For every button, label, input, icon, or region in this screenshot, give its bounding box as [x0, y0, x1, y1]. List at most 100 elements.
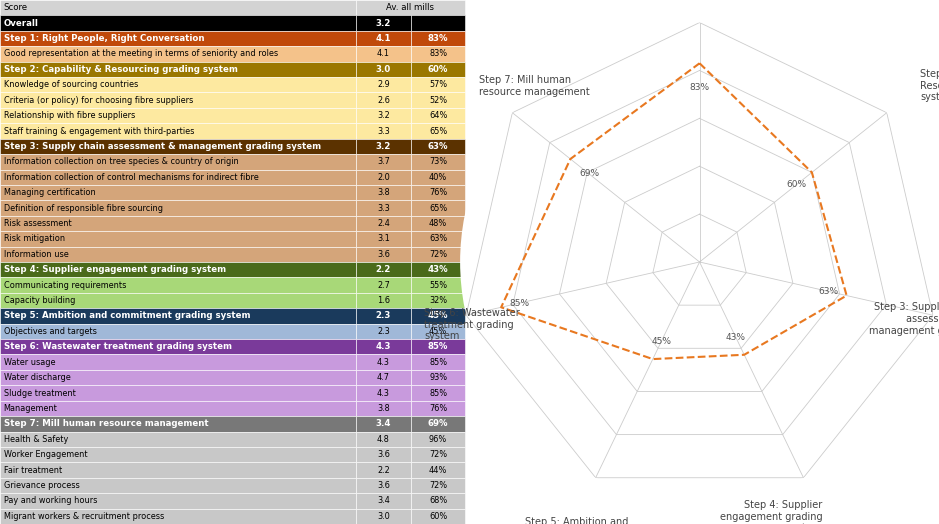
- Text: Water discharge: Water discharge: [4, 373, 70, 382]
- Bar: [0, 339, 356, 354]
- Text: 45%: 45%: [651, 337, 671, 346]
- Text: 73%: 73%: [429, 157, 447, 166]
- Bar: [411, 308, 465, 324]
- Bar: [411, 170, 465, 185]
- Bar: [356, 447, 411, 462]
- Text: 76%: 76%: [429, 404, 447, 413]
- Bar: [356, 416, 411, 432]
- Bar: [411, 154, 465, 170]
- Bar: [356, 0, 465, 15]
- Text: 85%: 85%: [429, 388, 447, 398]
- Bar: [0, 31, 356, 46]
- Text: Step 7: Mill human
resource management: Step 7: Mill human resource management: [479, 75, 590, 96]
- Text: 3.0: 3.0: [377, 512, 390, 521]
- Bar: [411, 92, 465, 108]
- Text: Risk mitigation: Risk mitigation: [4, 234, 65, 243]
- Text: 4.3: 4.3: [377, 388, 390, 398]
- Text: Sludge treatment: Sludge treatment: [4, 388, 76, 398]
- Bar: [0, 416, 356, 432]
- Bar: [411, 385, 465, 401]
- Bar: [0, 92, 356, 108]
- Bar: [0, 493, 356, 509]
- Text: Grievance process: Grievance process: [4, 481, 80, 490]
- Text: 43%: 43%: [726, 333, 746, 342]
- Bar: [411, 77, 465, 92]
- Text: 72%: 72%: [429, 450, 447, 459]
- Text: 96%: 96%: [429, 435, 447, 444]
- Bar: [411, 108, 465, 123]
- Text: Step 2: Capability &
Resourcing grading
system: Step 2: Capability & Resourcing grading …: [920, 69, 939, 102]
- Bar: [0, 216, 356, 231]
- Text: 32%: 32%: [429, 296, 447, 305]
- Bar: [0, 123, 356, 139]
- Bar: [0, 447, 356, 462]
- Text: Migrant workers & recruitment process: Migrant workers & recruitment process: [4, 512, 164, 521]
- Bar: [356, 308, 411, 324]
- Text: 72%: 72%: [429, 250, 447, 259]
- Bar: [411, 339, 465, 354]
- Bar: [411, 478, 465, 493]
- Bar: [0, 432, 356, 447]
- Text: Step 6: Wastewater treatment grading system: Step 6: Wastewater treatment grading sys…: [4, 342, 232, 351]
- Bar: [411, 277, 465, 293]
- Bar: [356, 62, 411, 77]
- Text: 45%: 45%: [429, 327, 447, 336]
- Bar: [0, 293, 356, 308]
- Bar: [356, 478, 411, 493]
- Text: 44%: 44%: [429, 465, 447, 475]
- Bar: [411, 31, 465, 46]
- Text: 3.0: 3.0: [376, 65, 391, 74]
- Text: Step 3: Supply chain
assessment &
management grading
system: Step 3: Supply chain assessment & manage…: [869, 302, 939, 347]
- Text: 4.8: 4.8: [377, 435, 390, 444]
- Bar: [356, 154, 411, 170]
- Text: Managing certification: Managing certification: [4, 188, 96, 197]
- Bar: [411, 509, 465, 524]
- Text: 2.3: 2.3: [376, 311, 392, 321]
- Text: 2.2: 2.2: [377, 465, 390, 475]
- Bar: [356, 231, 411, 247]
- Bar: [411, 401, 465, 416]
- Bar: [0, 200, 356, 216]
- Bar: [0, 247, 356, 262]
- Text: 64%: 64%: [429, 111, 447, 120]
- Text: Step 5: Ambition and commitment grading system: Step 5: Ambition and commitment grading …: [4, 311, 250, 321]
- Bar: [411, 123, 465, 139]
- Text: 45%: 45%: [428, 311, 448, 321]
- Text: 2.2: 2.2: [376, 265, 392, 274]
- Bar: [356, 247, 411, 262]
- Bar: [356, 324, 411, 339]
- Bar: [411, 416, 465, 432]
- Bar: [0, 154, 356, 170]
- Text: 3.7: 3.7: [377, 157, 390, 166]
- Bar: [0, 108, 356, 123]
- Bar: [411, 324, 465, 339]
- Bar: [0, 478, 356, 493]
- Text: Definition of responsible fibre sourcing: Definition of responsible fibre sourcing: [4, 203, 162, 213]
- Text: 69%: 69%: [579, 169, 599, 178]
- Bar: [0, 401, 356, 416]
- Text: 2.4: 2.4: [377, 219, 390, 228]
- Text: 3.2: 3.2: [377, 111, 390, 120]
- Bar: [0, 170, 356, 185]
- Bar: [411, 200, 465, 216]
- Text: 3.1: 3.1: [377, 234, 390, 243]
- Text: Communicating requirements: Communicating requirements: [4, 281, 126, 290]
- Text: 3.6: 3.6: [377, 450, 390, 459]
- Text: 3.8: 3.8: [377, 188, 390, 197]
- Text: Staff training & engagement with third-parties: Staff training & engagement with third-p…: [4, 126, 194, 136]
- Text: 40%: 40%: [429, 173, 447, 182]
- Bar: [411, 447, 465, 462]
- Text: 43%: 43%: [428, 265, 449, 274]
- Text: 85%: 85%: [429, 358, 447, 367]
- Text: 68%: 68%: [429, 496, 447, 505]
- Text: Step 4: Supplier
engagement grading
system: Step 4: Supplier engagement grading syst…: [719, 500, 823, 524]
- Bar: [356, 432, 411, 447]
- Text: 2.7: 2.7: [377, 281, 390, 290]
- Text: 3.8: 3.8: [377, 404, 390, 413]
- Text: Management: Management: [4, 404, 57, 413]
- Text: Step 6: Wastewater
treatment grading
system: Step 6: Wastewater treatment grading sys…: [424, 308, 520, 342]
- Bar: [356, 185, 411, 200]
- Text: Score: Score: [4, 3, 28, 12]
- Text: 63%: 63%: [818, 287, 838, 296]
- Bar: [0, 62, 356, 77]
